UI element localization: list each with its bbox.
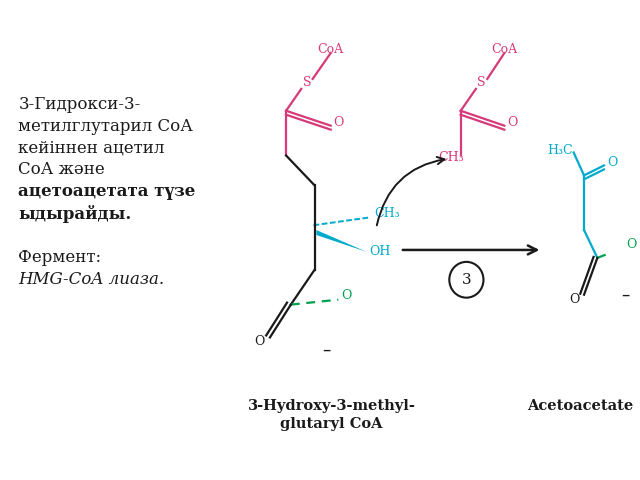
Text: S: S [303,76,311,89]
Text: Acetoacetate: Acetoacetate [527,399,634,413]
Text: CoA: CoA [492,43,517,56]
Text: CoA: CoA [317,43,344,56]
Text: 3: 3 [461,273,471,287]
Text: H₃C: H₃C [547,144,573,157]
Text: HMG-CoA лиаза.: HMG-CoA лиаза. [19,271,164,288]
Text: 3-Hydroxy-3-methyl-
glutaryl CoA: 3-Hydroxy-3-methyl- glutaryl CoA [248,399,415,432]
Text: O: O [333,116,344,129]
Text: ацетоацетата түзе: ацетоацетата түзе [19,183,196,200]
Text: O: O [626,239,636,252]
Text: Фермент:: Фермент: [19,249,102,266]
Text: кейіннен ацетил: кейіннен ацетил [19,140,165,156]
Text: СоА және: СоА және [19,161,105,179]
Text: O: O [341,289,351,302]
Text: O: O [254,335,265,348]
Text: ыдырайды.: ыдырайды. [19,205,132,223]
Polygon shape [316,230,367,252]
Text: O: O [570,293,580,306]
Text: 3-Гидрокси-3-: 3-Гидрокси-3- [19,96,141,113]
Text: метилглутарил СоА: метилглутарил СоА [19,118,193,135]
Text: –: – [621,286,630,304]
Text: CH₃: CH₃ [438,151,463,164]
Text: OH: OH [369,245,391,258]
Text: –: – [322,340,330,359]
Text: O: O [507,116,518,129]
Text: S: S [477,76,486,89]
Text: O: O [607,156,617,169]
Text: CH₃: CH₃ [374,207,400,220]
